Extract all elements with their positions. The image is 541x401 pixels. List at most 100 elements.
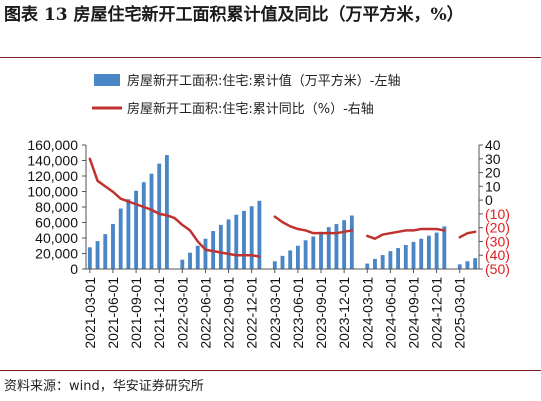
bar-2023-01 — [257, 200, 262, 269]
yoy-point-2023-11 — [335, 232, 338, 234]
yoy-point-2023-10 — [327, 232, 330, 234]
yoy-point-2023-06 — [297, 228, 299, 230]
right-tick-label: (50) — [485, 261, 510, 277]
left-tick-label: 60,000 — [35, 215, 78, 231]
bar-2023-09 — [319, 231, 323, 269]
x-tick-label: 2022-12-01 — [244, 277, 260, 349]
yoy-point-2023-04 — [281, 221, 284, 223]
bar-2022-05 — [195, 245, 200, 269]
right-tick-label: 30 — [485, 151, 501, 167]
yoy-point-2024-08 — [404, 229, 407, 232]
yoy-point-2022-08 — [220, 251, 222, 254]
left-tick-label: 140,000 — [27, 153, 78, 169]
yoy-point-2023-01 — [258, 255, 261, 258]
bar-2022-03 — [180, 259, 185, 269]
yoy-point-2024-04 — [374, 237, 376, 240]
x-tick-label: 2025-03-01 — [452, 277, 468, 349]
yoy-point-2022-10 — [235, 254, 238, 257]
bar-2021-12 — [157, 163, 162, 269]
yoy-point-2023-08 — [312, 232, 315, 234]
bar-2021-05 — [103, 234, 108, 269]
bar-2025-01 — [442, 226, 447, 269]
bar-2023-10 — [326, 227, 331, 269]
bar-2021-04 — [95, 241, 100, 269]
x-axis: 2021-03-01 2021-06-01 2021-09-01 2021-12-01… — [82, 268, 479, 349]
bar-2021-03 — [87, 247, 92, 269]
bar-2022-12 — [249, 206, 254, 269]
yoy-point-2024-06 — [389, 232, 392, 234]
x-tick-label: 2024-03-01 — [359, 277, 375, 349]
left-tick-label: 20,000 — [35, 246, 78, 262]
title-divider — [0, 57, 541, 58]
chart-title: 图表 13 房屋住宅新开工面积累计值及同比（万平方米，%） — [4, 5, 464, 25]
bar-2024-05 — [380, 255, 385, 269]
bar-2021-09 — [134, 190, 139, 269]
yoy-point-2025-01 — [443, 229, 446, 232]
yoy-point-2024-12 — [435, 228, 438, 230]
yoy-point-2022-04 — [189, 229, 191, 232]
x-tick-label: 2022-09-01 — [221, 277, 237, 349]
x-tick-label: 2024-06-01 — [382, 277, 398, 349]
yoy-point-2024-09 — [412, 229, 415, 232]
bar-2024-01 — [349, 215, 354, 269]
yoy-point-2021-12 — [158, 213, 161, 215]
yoy-line-path — [88, 157, 477, 258]
x-tick-label: 2023-09-01 — [313, 277, 329, 349]
legend-line-label: 房屋新开工面积:住宅:累计同比（%）-右轴 — [127, 101, 374, 117]
yoy-point-2022-12 — [250, 254, 253, 257]
yoy-point-2024-05 — [381, 233, 384, 236]
yoy-point-2023-09 — [320, 232, 322, 234]
bar-2023-03 — [272, 261, 277, 269]
bar-2024-08 — [403, 244, 408, 269]
yoy-point-2023-07 — [304, 229, 307, 232]
x-tick-label: 2022-03-01 — [174, 277, 190, 349]
right-tick-label: (30) — [485, 233, 510, 249]
right-tick-label: (10) — [485, 206, 510, 222]
x-tick-label: 2024-09-01 — [406, 277, 422, 349]
bar-2023-08 — [311, 236, 316, 269]
right-tick-label: 0 — [485, 192, 493, 208]
bar-2021-11 — [149, 173, 154, 269]
right-tick-label: (20) — [485, 220, 510, 236]
bar-2022-10 — [234, 214, 239, 269]
x-tick-label: 2024-12-01 — [429, 277, 445, 349]
yoy-point-2023-05 — [289, 225, 292, 228]
yoy-point-2022-01 — [166, 214, 168, 217]
yoy-point-2021-03 — [89, 157, 91, 160]
bar-2023-12 — [342, 220, 347, 269]
x-tick-label: 2023-03-01 — [267, 277, 283, 349]
x-tick-label: 2023-12-01 — [336, 277, 352, 349]
bar-2022-09 — [226, 219, 231, 269]
left-y-axis: 020,00040,00060,00080,000100,000120,0001… — [27, 137, 87, 277]
yoy-point-2022-09 — [227, 253, 230, 255]
bar-2021-08 — [126, 199, 131, 269]
bar-2024-04 — [373, 258, 377, 269]
yoy-point-2025-04 — [466, 232, 469, 234]
yoy-point-2023-12 — [343, 231, 345, 233]
bar-2024-03 — [365, 263, 370, 269]
yoy-point-2024-11 — [428, 228, 430, 230]
left-tick-label: 40,000 — [35, 230, 78, 246]
bar-2023-04 — [280, 255, 285, 269]
legend-bar-label: 房屋新开工面积:住宅:累计值（万平方米）-左轴 — [127, 73, 400, 89]
yoy-point-2025-05 — [474, 231, 476, 233]
bar-2022-04 — [188, 252, 192, 269]
legend-bar-swatch — [94, 74, 120, 86]
bar-2024-07 — [396, 248, 401, 269]
yoy-point-2021-10 — [142, 206, 145, 208]
yoy-point-2023-03 — [273, 215, 276, 218]
yoy-point-2022-05 — [196, 240, 199, 243]
bar-2023-05 — [288, 250, 293, 269]
bar-2021-07 — [118, 208, 123, 269]
yoy-point-2021-07 — [119, 197, 122, 200]
yoy-point-2022-07 — [212, 250, 214, 252]
bar-2023-06 — [295, 245, 300, 269]
yoy-point-2021-06 — [112, 191, 114, 193]
yoy-point-2022-11 — [243, 254, 245, 257]
bar-2025-03 — [457, 264, 462, 269]
yoy-point-2021-09 — [135, 203, 137, 206]
bar-2024-11 — [426, 235, 431, 269]
x-tick-label: 2021-06-01 — [105, 277, 121, 349]
x-tick-label: 2021-09-01 — [128, 277, 144, 349]
